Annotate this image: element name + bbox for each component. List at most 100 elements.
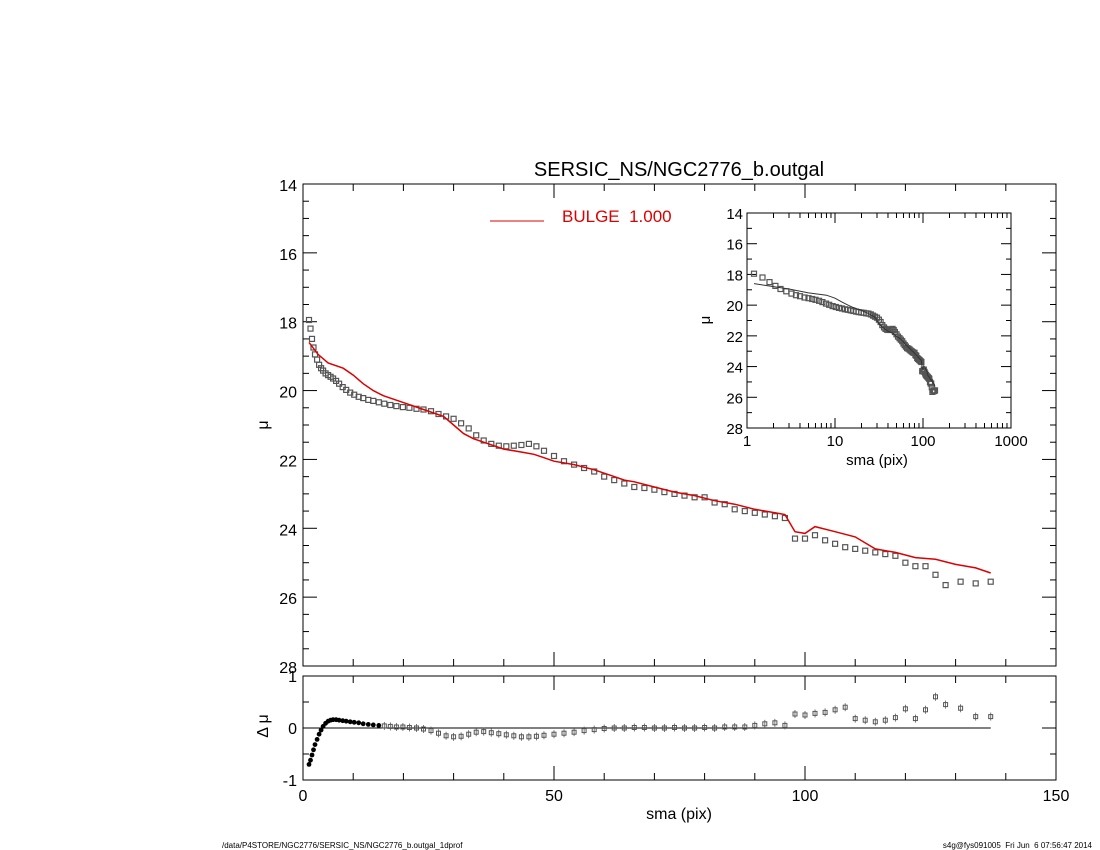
- inset-model-line: [753, 283, 936, 387]
- data-point: [381, 400, 388, 407]
- legend-label-bulge: BULGE 1.000: [562, 207, 672, 226]
- data-point: [987, 578, 994, 585]
- x-tick-label: 100: [910, 433, 935, 450]
- y-tick-label: 16: [279, 247, 297, 264]
- data-point: [611, 477, 618, 484]
- inset-data-point: [805, 295, 812, 302]
- x-tick-label: 150: [1043, 788, 1070, 805]
- data-point: [892, 552, 899, 559]
- residual-point: [496, 731, 502, 737]
- inset-data-point: [822, 300, 830, 307]
- residual-point: [822, 709, 828, 715]
- y-tick-label: 28: [726, 421, 743, 438]
- main-profile-panel: 14 16 18 20 22 24 26 28 μ: [255, 178, 1057, 677]
- data-point: [631, 483, 638, 491]
- inset-data-point: [812, 296, 819, 303]
- residual-point: [503, 732, 509, 738]
- y-tick-label: 24: [726, 360, 743, 377]
- data-point: [560, 458, 568, 465]
- residual-point: [631, 725, 637, 730]
- y-tick-label: 22: [279, 453, 297, 470]
- residual-point: [882, 717, 888, 723]
- data-point: [761, 511, 768, 518]
- data-point: [912, 563, 919, 570]
- x-tick-label: 1: [743, 433, 751, 450]
- data-point: [791, 535, 799, 542]
- data-point: [495, 442, 502, 449]
- residual-point: [661, 725, 667, 731]
- inset-data-point: [931, 387, 939, 394]
- data-point: [525, 440, 533, 447]
- bulge-model-line: [308, 341, 991, 574]
- residual-point: [973, 714, 979, 720]
- data-point: [305, 316, 313, 324]
- data-point: [387, 401, 394, 409]
- data-point: [811, 532, 819, 539]
- data-point: [902, 559, 909, 566]
- residual-point: [400, 724, 406, 730]
- data-point: [458, 420, 465, 427]
- residual-point: [316, 731, 322, 737]
- residual-point: [421, 726, 426, 732]
- y-tick-label: 0: [288, 721, 297, 738]
- residual-point: [309, 752, 315, 758]
- data-point: [882, 550, 889, 558]
- residual-point: [312, 742, 318, 747]
- data-point: [862, 547, 869, 554]
- y-tick-label: 28: [279, 660, 297, 677]
- residual-point: [347, 719, 353, 725]
- y-axis-label: μ: [255, 420, 272, 429]
- data-point: [852, 545, 859, 553]
- inset-log-panel: 14 16 18 20 22 24 26 281 10 100 1000 sma (pix) μ: [697, 206, 1028, 469]
- residual-point: [356, 720, 362, 726]
- data-point: [942, 581, 949, 589]
- y-tick-label: 26: [279, 591, 297, 608]
- data-point: [771, 513, 779, 520]
- data-point: [310, 344, 317, 351]
- residual-point: [682, 725, 687, 731]
- y-axis-label: Δ μ: [255, 714, 272, 737]
- residual-point: [611, 725, 617, 731]
- data-point: [922, 563, 929, 570]
- residual-point: [782, 722, 788, 728]
- data-point: [393, 403, 400, 410]
- inset-data-point: [792, 292, 800, 299]
- y-axis-label: μ: [697, 316, 714, 325]
- data-point: [691, 494, 698, 501]
- data-point: [314, 356, 321, 363]
- y-tick-label: 18: [726, 267, 743, 284]
- residual-point: [762, 721, 768, 727]
- x-axis-label: sma (pix): [846, 452, 908, 469]
- y-tick-label: 16: [726, 237, 743, 254]
- data-point: [413, 405, 420, 412]
- residual-point: [414, 725, 419, 731]
- residual-point: [314, 737, 320, 742]
- residual-point: [518, 734, 524, 740]
- residual-point: [481, 729, 487, 735]
- data-point: [375, 399, 382, 406]
- data-point: [751, 509, 758, 516]
- inset-data-point: [777, 285, 784, 293]
- residual-point: [428, 728, 434, 734]
- y-tick-label: 18: [279, 316, 297, 333]
- x-tick-label: 10: [827, 433, 844, 450]
- residual-point: [902, 706, 908, 712]
- residual-point: [722, 724, 728, 730]
- residual-point: [443, 733, 449, 739]
- residual-point: [488, 730, 494, 736]
- data-point: [641, 484, 648, 492]
- residual-point: [943, 702, 949, 708]
- residual-point: [672, 725, 677, 730]
- residual-point: [311, 747, 316, 753]
- y-tick-label: 20: [279, 385, 297, 402]
- data-point: [370, 397, 377, 404]
- inset-data-point: [916, 357, 923, 364]
- residual-point: [561, 730, 567, 736]
- data-point: [540, 447, 548, 454]
- residual-point: [318, 727, 324, 733]
- residual-point: [336, 717, 342, 723]
- residual-point: [872, 719, 878, 725]
- x-tick-label: 0: [299, 788, 308, 805]
- footer-timestamp: s4g@fys091005 Fri Jun 6 07:56:47 2014: [942, 841, 1092, 850]
- y-tick-label: 20: [726, 298, 743, 315]
